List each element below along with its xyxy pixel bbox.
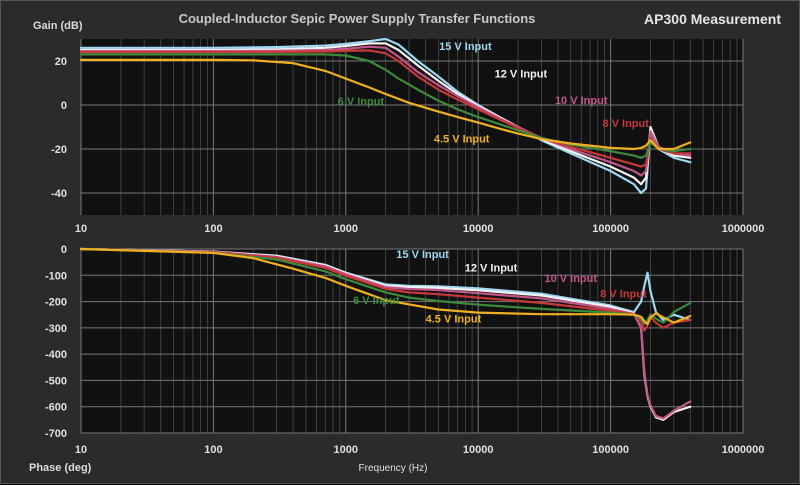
phase-series-annotation: 8 V Input	[600, 289, 647, 301]
gain-y-tick-label: 20	[55, 56, 67, 68]
phase-plot-area: 10 100 1000 10000 100000 1000000 0 -100 -200 -300…	[45, 244, 764, 456]
gain-plot-area: 10 100 1000 10000 100000 1000000 -40 -20 0 20 15 V…	[51, 37, 765, 235]
phase-y-tick-label: -100	[45, 270, 67, 282]
phase-x-tick-label: 10000	[463, 444, 494, 456]
phase-y-tick-label: -600	[45, 402, 67, 414]
phase-x-tick-label: 100000	[592, 444, 629, 456]
gain-series-annotation: 4.5 V Input	[434, 133, 490, 145]
gain-series-line-4-5-v-input	[79, 58, 692, 151]
gain-y-tick-label: -20	[51, 144, 67, 156]
chart-title: Coupled-Inductor Sepic Power Supply Tran…	[179, 11, 536, 26]
phase-y-tick-label: -200	[45, 297, 67, 309]
gain-x-tick-label: 1000000	[722, 223, 765, 235]
gain-series-annotation: 10 V Input	[555, 95, 608, 107]
phase-series-line-6-v-input	[79, 247, 692, 325]
phase-x-tick-label: 1000	[334, 444, 358, 456]
phase-axis-label: Phase (deg)	[29, 462, 92, 474]
gain-y-tick-label: -40	[51, 188, 67, 200]
chart-subtitle: AP300 Measurement	[644, 11, 781, 27]
phase-series-line-8-v-input	[79, 247, 692, 332]
phase-x-tick-label: 1000000	[722, 444, 765, 456]
phase-y-tick-label: 0	[61, 244, 67, 256]
phase-minor-gridlines	[120, 249, 738, 433]
gain-series-annotation: 15 V Input	[439, 41, 492, 53]
phase-y-tick-label: -400	[45, 349, 67, 361]
gain-series-line-8-v-input	[79, 49, 692, 168]
phase-x-tick-label: 100	[204, 444, 222, 456]
gain-y-tick-label: 0	[61, 100, 67, 112]
gain-axis-label: Gain (dB)	[33, 20, 83, 32]
gain-x-tick-label: 10	[75, 223, 87, 235]
gain-x-tick-label: 100	[204, 223, 222, 235]
gain-minor-gridlines	[120, 39, 738, 215]
phase-series-line-4-5-v-input	[79, 247, 692, 325]
gain-x-tick-label: 10000	[463, 223, 494, 235]
phase-series-annotation: 10 V Input	[544, 273, 597, 285]
phase-y-tick-label: -500	[45, 375, 67, 387]
phase-series-annotation: 6 V Input	[353, 295, 400, 307]
phase-y-tick-label: -300	[45, 323, 67, 335]
gain-series-annotation: 12 V Input	[495, 69, 548, 81]
gain-series-line-6-v-input	[79, 53, 692, 159]
gain-x-tick-label: 1000	[334, 223, 358, 235]
phase-series-line-10-v-input	[79, 247, 692, 420]
gain-x-tick-label: 100000	[592, 223, 629, 235]
phase-series-annotation: 4.5 V Input	[426, 314, 482, 326]
phase-series-annotation: 12 V Input	[465, 262, 518, 274]
phase-plot-background	[81, 249, 743, 433]
gain-series-annotation: 8 V Input	[602, 118, 649, 130]
phase-series-annotation: 15 V Input	[396, 249, 449, 261]
gain-series-annotation: 6 V Input	[338, 96, 385, 108]
phase-y-tick-label: -700	[45, 428, 67, 440]
phase-x-tick-label: 10	[75, 444, 87, 456]
x-axis-label: Frequency (Hz)	[359, 463, 428, 474]
